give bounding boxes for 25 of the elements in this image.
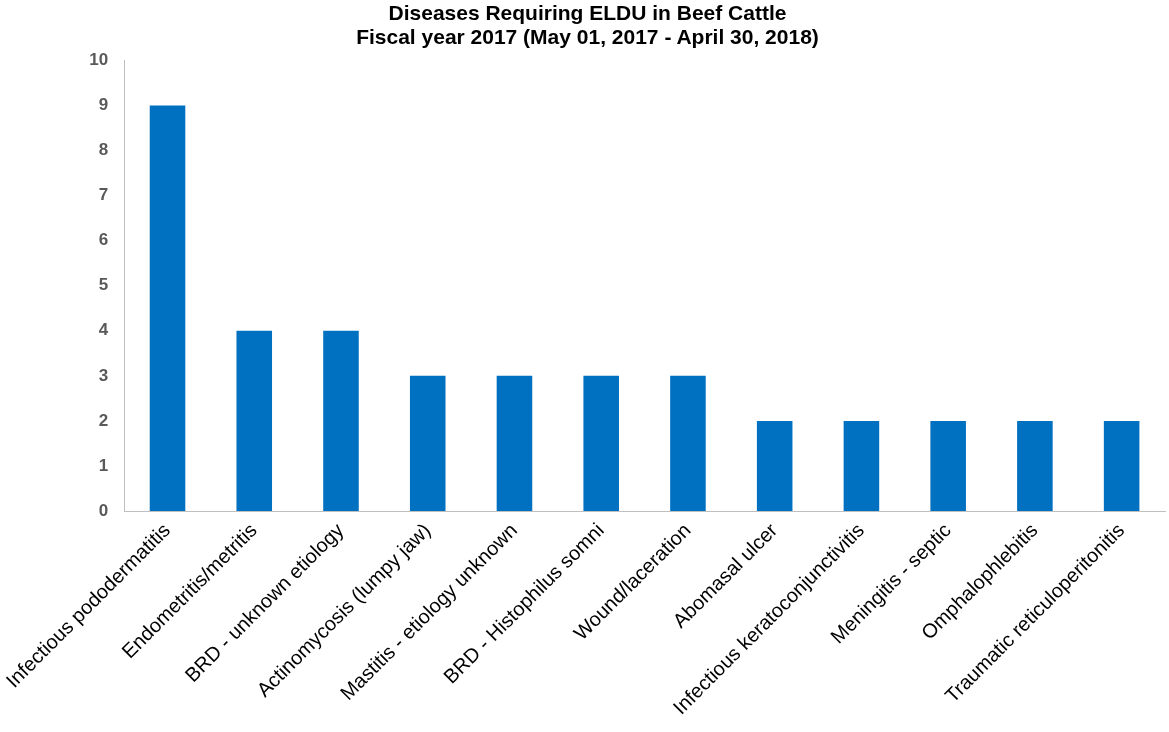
bar <box>756 420 793 512</box>
y-tick-label: 2 <box>98 410 109 430</box>
y-tick-label: 9 <box>98 95 109 115</box>
bar <box>670 375 706 512</box>
chart-title: Diseases Requiring ELDU in Beef Cattle <box>388 0 787 24</box>
chart-subtitle: Fiscal year 2017 (May 01, 2017 - April 30, 2018) <box>356 25 819 49</box>
y-tick-label: 5 <box>98 275 109 295</box>
y-tick-label: 6 <box>98 230 109 250</box>
y-tick-label: 3 <box>98 365 109 385</box>
y-tick-label: 7 <box>98 185 109 205</box>
y-tick-label: 4 <box>98 320 109 340</box>
bar <box>409 375 446 512</box>
bar <box>930 420 966 512</box>
y-tick-label: 8 <box>98 140 109 160</box>
bar <box>323 330 359 512</box>
bar <box>583 375 619 512</box>
bar <box>1103 420 1140 512</box>
bar <box>1017 420 1053 512</box>
bar <box>149 105 186 512</box>
y-tick-label: 10 <box>89 49 109 69</box>
bar <box>843 420 880 512</box>
y-tick-label: 1 <box>98 455 109 475</box>
bar <box>236 330 273 512</box>
y-tick-label: 0 <box>98 500 109 520</box>
bar <box>496 375 533 512</box>
